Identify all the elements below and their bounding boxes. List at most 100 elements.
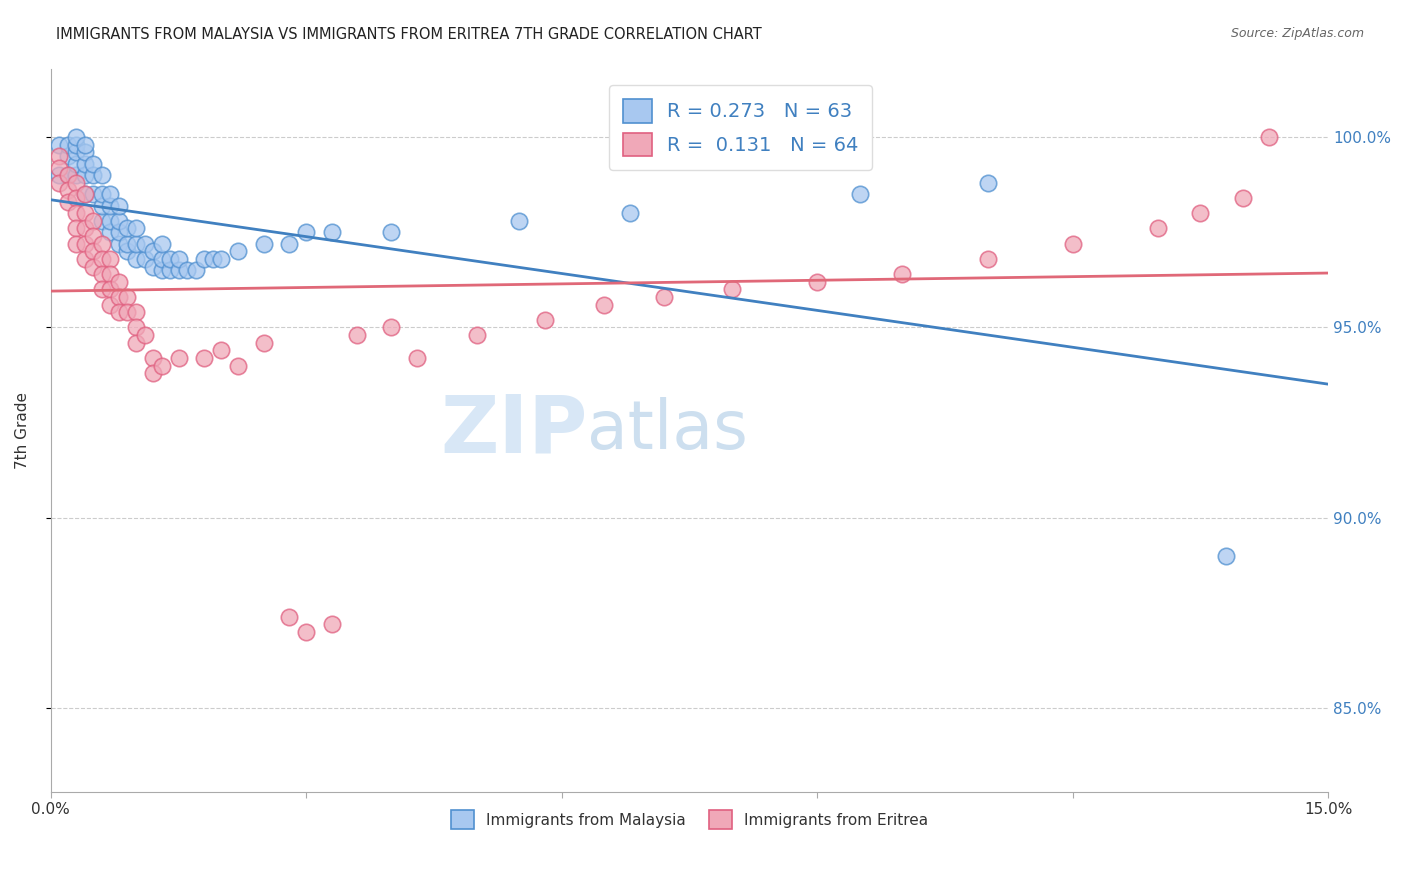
Point <box>117 221 139 235</box>
Point <box>380 225 402 239</box>
Point <box>90 187 112 202</box>
Point <box>108 275 131 289</box>
Point <box>321 617 343 632</box>
Point <box>976 176 998 190</box>
Point <box>65 191 87 205</box>
Point <box>465 328 488 343</box>
Point <box>73 187 96 202</box>
Point <box>73 187 96 202</box>
Text: IMMIGRANTS FROM MALAYSIA VS IMMIGRANTS FROM ERITREA 7TH GRADE CORRELATION CHART: IMMIGRANTS FROM MALAYSIA VS IMMIGRANTS F… <box>56 27 762 42</box>
Point <box>209 252 232 266</box>
Point <box>48 176 70 190</box>
Point <box>652 290 675 304</box>
Point <box>73 137 96 152</box>
Point <box>90 236 112 251</box>
Point <box>65 145 87 160</box>
Point <box>806 275 828 289</box>
Point <box>56 149 79 163</box>
Point <box>253 335 276 350</box>
Point <box>82 157 104 171</box>
Point <box>380 320 402 334</box>
Point <box>125 320 148 334</box>
Point <box>65 176 87 190</box>
Point <box>167 252 190 266</box>
Point <box>295 625 318 640</box>
Point <box>508 214 530 228</box>
Point <box>142 260 165 274</box>
Point <box>56 168 79 182</box>
Point <box>1215 549 1237 563</box>
Point <box>142 244 165 259</box>
Point <box>65 137 87 152</box>
Point <box>201 252 224 266</box>
Point <box>184 263 207 277</box>
Point <box>1062 236 1084 251</box>
Point <box>65 221 87 235</box>
Point <box>73 168 96 182</box>
Point <box>226 244 249 259</box>
Point <box>100 297 122 311</box>
Point <box>849 187 872 202</box>
Point <box>117 236 139 251</box>
Point <box>65 130 87 145</box>
Point <box>48 168 70 182</box>
Point <box>176 263 198 277</box>
Point <box>1232 191 1254 205</box>
Point <box>100 225 122 239</box>
Point <box>193 252 215 266</box>
Y-axis label: 7th Grade: 7th Grade <box>15 392 30 468</box>
Point <box>278 236 301 251</box>
Point <box>134 328 156 343</box>
Text: atlas: atlas <box>588 397 748 463</box>
Point <box>321 225 343 239</box>
Point <box>73 252 96 266</box>
Point <box>125 221 148 235</box>
Point <box>209 343 232 358</box>
Point <box>721 282 744 296</box>
Point <box>1146 221 1168 235</box>
Text: ZIP: ZIP <box>440 392 588 469</box>
Point <box>108 290 131 304</box>
Point <box>150 252 173 266</box>
Point <box>100 187 122 202</box>
Point <box>226 359 249 373</box>
Point <box>90 282 112 296</box>
Point <box>73 221 96 235</box>
Point <box>159 263 181 277</box>
Point <box>65 236 87 251</box>
Point <box>100 214 122 228</box>
Point <box>142 366 165 380</box>
Point <box>56 168 79 182</box>
Point <box>1257 130 1279 145</box>
Point <box>48 137 70 152</box>
Point <box>142 351 165 365</box>
Point <box>134 252 156 266</box>
Point <box>891 267 914 281</box>
Point <box>108 305 131 319</box>
Point <box>90 168 112 182</box>
Point <box>1189 206 1212 220</box>
Point <box>108 214 131 228</box>
Point <box>295 225 318 239</box>
Point <box>56 194 79 209</box>
Point <box>82 187 104 202</box>
Point <box>65 157 87 171</box>
Point <box>125 305 148 319</box>
Point <box>73 145 96 160</box>
Point <box>117 244 139 259</box>
Point <box>117 290 139 304</box>
Point <box>56 183 79 197</box>
Point <box>278 609 301 624</box>
Point <box>125 236 148 251</box>
Point <box>90 198 112 212</box>
Point <box>100 198 122 212</box>
Point <box>159 252 181 266</box>
Point <box>253 236 276 251</box>
Point <box>150 263 173 277</box>
Point <box>90 252 112 266</box>
Point <box>619 206 641 220</box>
Point <box>108 236 131 251</box>
Point <box>108 225 131 239</box>
Point <box>100 267 122 281</box>
Point <box>108 198 131 212</box>
